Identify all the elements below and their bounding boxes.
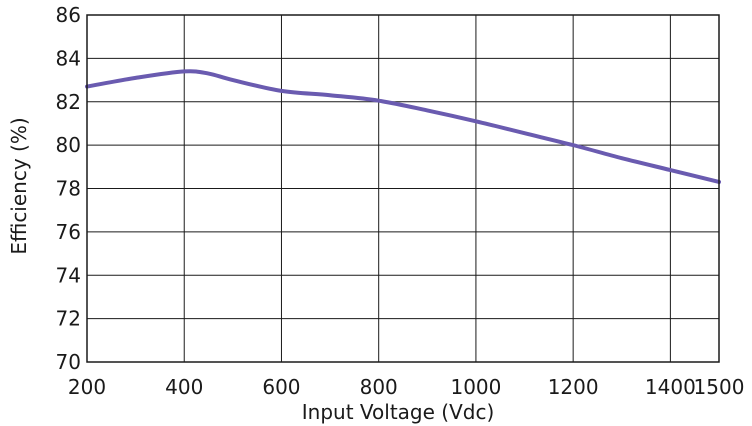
efficiency-series-line: [85, 69, 721, 184]
y-tick-label: 76: [56, 220, 81, 244]
y-tick-label: 74: [56, 263, 81, 287]
plot-frame: [86, 14, 720, 363]
x-tick-label: 600: [262, 375, 300, 399]
x-tick-label: 1500: [694, 375, 745, 399]
series-layer: [85, 69, 721, 184]
grid-lines: [86, 14, 720, 363]
y-tick-label: 78: [56, 177, 81, 201]
x-tick-label: 200: [68, 375, 106, 399]
y-tick-label: 82: [56, 90, 81, 114]
x-tick-label: 1200: [548, 375, 599, 399]
y-tick-label: 86: [56, 3, 81, 27]
y-tick-label: 72: [56, 307, 81, 331]
x-axis-title: Input Voltage (Vdc): [302, 400, 495, 424]
y-axis-title: Efficiency (%): [7, 117, 31, 254]
x-tick-label: 400: [165, 375, 203, 399]
x-tick-label: 800: [360, 375, 398, 399]
y-tick-label: 80: [56, 133, 81, 157]
y-tick-label: 70: [56, 350, 81, 374]
y-tick-label: 84: [56, 46, 81, 70]
x-tick-label: 1400: [645, 375, 696, 399]
x-tick-label: 1000: [450, 375, 501, 399]
y-tick-labels: 70 72 74 76 78 80 82 84 86: [56, 3, 81, 374]
